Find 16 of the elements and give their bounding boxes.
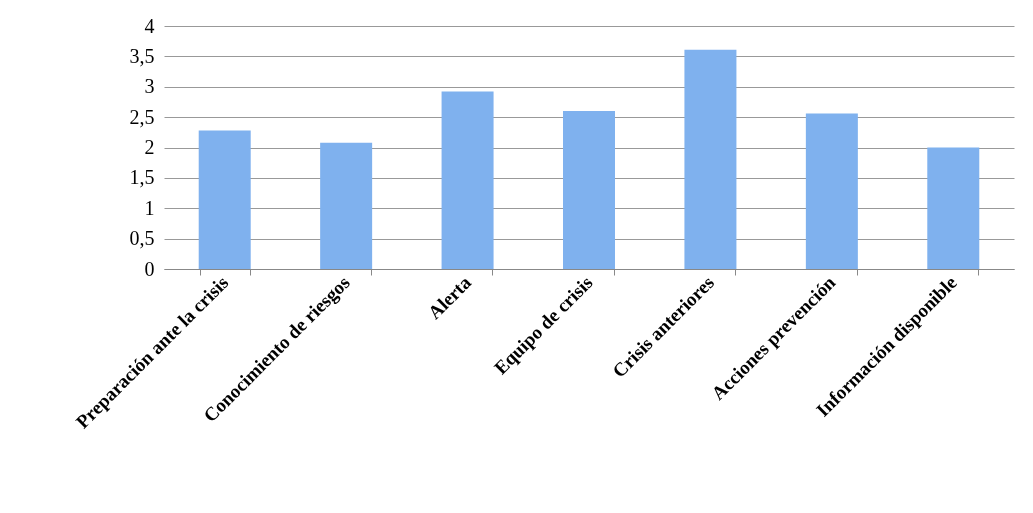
bar <box>684 49 737 269</box>
y-tick-label: 3 <box>144 75 155 98</box>
y-tick-label: 2 <box>144 136 155 158</box>
y-tick-label: 1,5 <box>129 166 155 189</box>
y-tick-label: 2,5 <box>129 105 155 128</box>
y-tick-label: 3,5 <box>129 44 155 67</box>
bar <box>563 111 615 269</box>
bar <box>805 113 858 269</box>
bar <box>441 91 494 269</box>
y-tick-label: 0 <box>144 257 155 280</box>
bar <box>198 130 251 269</box>
y-tick-label: 1 <box>144 196 155 219</box>
bar <box>320 142 373 269</box>
bar <box>927 147 980 269</box>
y-tick-label: 0,5 <box>129 227 155 250</box>
y-tick-label: 4 <box>144 14 155 37</box>
